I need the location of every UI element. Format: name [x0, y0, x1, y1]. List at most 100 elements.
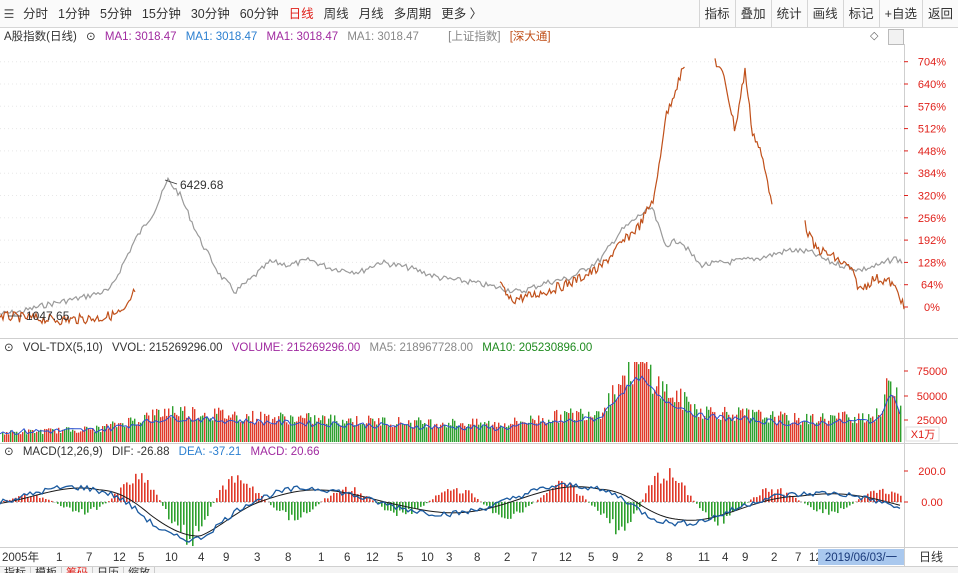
volume-axis-label: 25000 [917, 415, 948, 427]
volume-bar [16, 431, 18, 442]
macd-histogram-bar [156, 494, 158, 502]
vvol-label: VVOL: 215269296.00 [111, 342, 223, 354]
macd-histogram-bar [477, 498, 479, 502]
volume-bar [578, 412, 580, 442]
volume-bar [304, 418, 306, 442]
volume-bar [884, 394, 886, 442]
macd-histogram-bar [543, 495, 545, 502]
volume-bar [498, 422, 500, 442]
bottom-tab-2[interactable]: 筹码 [62, 567, 93, 573]
volume-bar [674, 402, 676, 442]
period-tab-3[interactable]: 15分钟 [141, 6, 181, 21]
period-tab-5[interactable]: 60分钟 [239, 6, 279, 21]
volume-bar [212, 420, 214, 442]
volume-bar [10, 430, 12, 442]
volume-bar [460, 423, 462, 442]
macd-histogram-bar [402, 502, 404, 513]
volume-bar [604, 407, 606, 442]
volume-bar [430, 419, 432, 442]
price-axis-label: 64% [921, 280, 943, 292]
overlay-shenzhen-label[interactable]: [深大通] [509, 31, 551, 43]
period-tab-4[interactable]: 30分钟 [190, 6, 230, 21]
tool-button-1[interactable]: 叠加 [734, 0, 771, 28]
volume-bar [206, 416, 208, 442]
menu-icon[interactable]: ☰ [3, 6, 15, 21]
volume-bar [530, 415, 532, 442]
macd-histogram-bar [744, 502, 746, 505]
tool-button-0[interactable]: 指标 [698, 0, 735, 28]
macd-histogram-bar [150, 489, 152, 502]
volume-bar [514, 417, 516, 442]
macd-histogram-bar [555, 484, 557, 502]
volume-bar [302, 417, 304, 442]
price-axis-label: 448% [918, 146, 946, 158]
volume-bar [200, 416, 202, 442]
macd-histogram-bar [246, 483, 248, 502]
volume-bar [632, 384, 634, 442]
volume-bar [496, 426, 498, 442]
collapse-icon[interactable]: ⊙ [4, 342, 14, 354]
diamond-icon[interactable]: ◇ [870, 30, 879, 42]
macd-histogram-bar [258, 493, 260, 502]
macd-histogram-bar [57, 502, 59, 504]
volume-bar [554, 411, 556, 442]
volume-bar [154, 415, 156, 442]
x-axis-label: 9 [742, 552, 748, 564]
macd-histogram-bar [507, 502, 509, 519]
volume-bar [608, 393, 610, 442]
period-tab-6[interactable]: 日线 [288, 6, 314, 21]
macd-histogram-bar [405, 502, 407, 515]
volume-bar [46, 429, 48, 442]
volume-bar [198, 417, 200, 442]
macd-histogram-bar [795, 497, 797, 502]
bottom-tab-1[interactable]: 模板 [31, 567, 62, 573]
peak-pointer [164, 179, 178, 185]
bottom-tab-0[interactable]: 指标 [0, 567, 31, 573]
bottom-tab-4[interactable]: 缩放 [124, 567, 155, 573]
volume-bar [218, 407, 220, 442]
volume-bar [718, 419, 720, 442]
volume-bar [594, 415, 596, 442]
volume-bar [654, 390, 656, 442]
tool-button-4[interactable]: 标记 [842, 0, 879, 28]
tool-button-2[interactable]: 统计 [770, 0, 807, 28]
volume-bar [102, 426, 104, 442]
period-tab-2[interactable]: 5分钟 [99, 6, 132, 21]
period-tab-9[interactable]: 多周期 [393, 6, 432, 21]
volume-bar [710, 407, 712, 442]
macd-histogram-bar [417, 502, 419, 509]
tool-button-3[interactable]: 画线 [806, 0, 843, 28]
macd-histogram-bar [558, 480, 560, 502]
volume-bar [264, 413, 266, 442]
period-tab-10[interactable]: 更多 〉 [441, 6, 483, 21]
volume-bar [694, 404, 696, 442]
collapse-icon[interactable]: ⊙ [86, 31, 96, 43]
macd-histogram-bar [861, 498, 863, 502]
volume-bar [606, 411, 608, 442]
macd-histogram-bar [624, 502, 626, 531]
volume-unit-label: X1万 [911, 429, 935, 441]
macd-histogram-bar [600, 502, 602, 515]
period-tab-8[interactable]: 月线 [358, 6, 384, 21]
macd-histogram-bar [873, 490, 875, 502]
period-tab-7[interactable]: 周线 [323, 6, 349, 21]
volume-bar [810, 415, 812, 442]
volume-bar [648, 369, 650, 442]
overlay-shanghai-label[interactable]: [上证指数] [448, 31, 501, 43]
volume-bar [864, 422, 866, 442]
macd-histogram-bar [717, 502, 719, 526]
period-tab-0[interactable]: 分时 [23, 6, 49, 21]
tool-button-5[interactable]: +自选 [878, 0, 922, 28]
volume-bar [366, 423, 368, 442]
macd-histogram-bar [768, 491, 770, 502]
panel-expand-button[interactable] [888, 29, 904, 45]
x-axis-label: 10 [421, 552, 434, 564]
volume-bar [8, 434, 10, 442]
bottom-tab-3[interactable]: 日历 [93, 567, 124, 573]
period-tab-1[interactable]: 1分钟 [58, 6, 90, 21]
macd-histogram-bar [429, 500, 431, 502]
tool-button-6[interactable]: 返回 [921, 0, 958, 28]
volume-bar [428, 419, 430, 442]
collapse-icon[interactable]: ⊙ [4, 446, 14, 458]
